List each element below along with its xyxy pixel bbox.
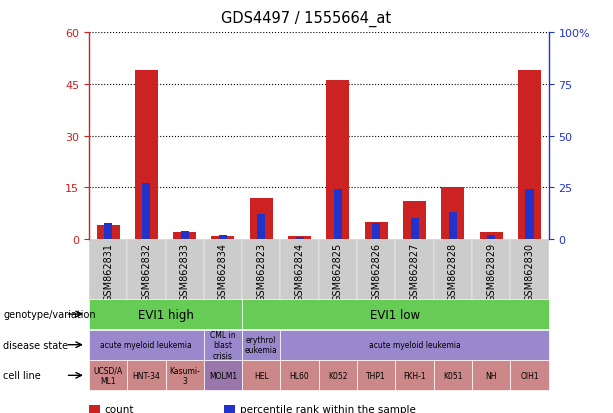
Bar bbox=[104, 223, 112, 240]
Bar bbox=[204, 240, 242, 318]
Text: EVI1 high: EVI1 high bbox=[137, 308, 194, 321]
Bar bbox=[173, 233, 196, 240]
Text: cell line: cell line bbox=[3, 370, 41, 380]
Text: NH: NH bbox=[485, 371, 497, 380]
Bar bbox=[219, 235, 227, 240]
Bar bbox=[441, 188, 465, 240]
Bar bbox=[181, 231, 189, 240]
Bar bbox=[510, 240, 549, 312]
Bar bbox=[166, 240, 204, 318]
Bar bbox=[281, 240, 319, 318]
Text: Kasumi-
3: Kasumi- 3 bbox=[169, 366, 200, 385]
Bar bbox=[334, 190, 342, 240]
Bar bbox=[411, 219, 419, 240]
Bar bbox=[128, 240, 166, 312]
Bar bbox=[395, 240, 434, 318]
Text: OIH1: OIH1 bbox=[520, 371, 539, 380]
Bar bbox=[472, 240, 510, 318]
Bar bbox=[510, 240, 549, 318]
Text: CML in
blast
crisis: CML in blast crisis bbox=[210, 330, 236, 360]
Bar bbox=[525, 190, 533, 240]
Bar bbox=[487, 235, 495, 240]
Bar bbox=[242, 240, 281, 318]
Bar bbox=[242, 240, 281, 312]
Bar bbox=[96, 226, 120, 240]
Bar bbox=[204, 240, 242, 312]
Bar bbox=[357, 240, 395, 318]
Text: HL60: HL60 bbox=[290, 371, 310, 380]
Bar bbox=[211, 236, 235, 240]
Bar bbox=[395, 240, 434, 312]
Text: MOLM1: MOLM1 bbox=[209, 371, 237, 380]
Text: GDS4497 / 1555664_at: GDS4497 / 1555664_at bbox=[221, 10, 392, 26]
Bar bbox=[89, 240, 128, 312]
Bar bbox=[472, 240, 510, 312]
Bar bbox=[327, 81, 349, 240]
Text: K052: K052 bbox=[328, 371, 348, 380]
Bar bbox=[357, 240, 395, 312]
Bar bbox=[518, 71, 541, 240]
Bar bbox=[89, 240, 128, 318]
Text: percentile rank within the sample: percentile rank within the sample bbox=[240, 404, 416, 413]
Text: FKH-1: FKH-1 bbox=[403, 371, 426, 380]
Bar bbox=[434, 240, 472, 318]
Text: count: count bbox=[105, 404, 134, 413]
Bar bbox=[288, 236, 311, 240]
Bar bbox=[479, 233, 503, 240]
Text: disease state: disease state bbox=[3, 340, 68, 350]
Bar bbox=[434, 240, 472, 312]
Bar bbox=[250, 198, 273, 240]
Text: acute myeloid leukemia: acute myeloid leukemia bbox=[368, 340, 460, 349]
Bar bbox=[372, 223, 380, 240]
Text: HEL: HEL bbox=[254, 371, 268, 380]
Bar bbox=[128, 240, 166, 318]
Bar bbox=[449, 213, 457, 240]
Bar bbox=[257, 215, 265, 240]
Text: EVI1 low: EVI1 low bbox=[370, 308, 421, 321]
Text: K051: K051 bbox=[443, 371, 463, 380]
Bar bbox=[319, 240, 357, 312]
Bar bbox=[319, 240, 357, 318]
Text: acute myeloid leukemia: acute myeloid leukemia bbox=[101, 340, 192, 349]
Bar bbox=[365, 222, 388, 240]
Text: erythrol
eukemia: erythrol eukemia bbox=[245, 335, 278, 354]
Text: genotype/variation: genotype/variation bbox=[3, 309, 96, 319]
Text: HNT-34: HNT-34 bbox=[132, 371, 160, 380]
Bar bbox=[295, 237, 303, 240]
Bar bbox=[403, 202, 426, 240]
Text: THP1: THP1 bbox=[367, 371, 386, 380]
Bar bbox=[135, 71, 158, 240]
Text: UCSD/A
ML1: UCSD/A ML1 bbox=[93, 366, 123, 385]
Bar bbox=[281, 240, 319, 312]
Bar bbox=[142, 184, 150, 240]
Bar bbox=[166, 240, 204, 312]
